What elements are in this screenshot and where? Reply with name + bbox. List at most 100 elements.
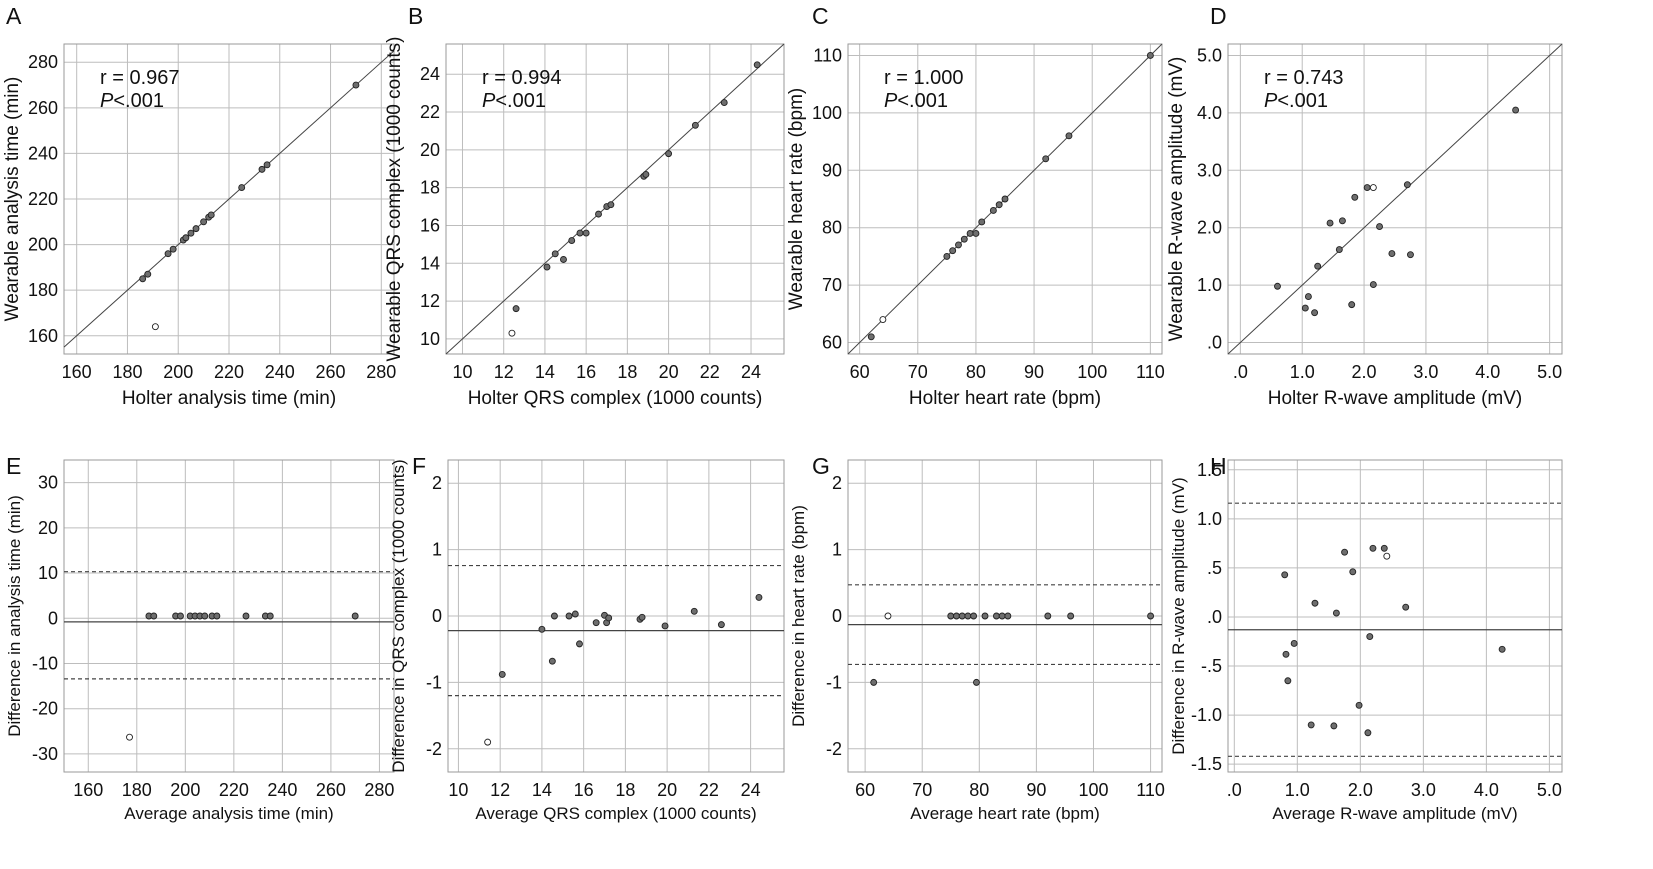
panel-b-x-tick-label: 18 xyxy=(617,362,637,382)
panel-f-data-point xyxy=(605,614,613,622)
panel-c-x-tick-label: 90 xyxy=(1024,362,1044,382)
panel-d-y-tick-label: 3.0 xyxy=(1197,160,1222,180)
panel-f-x-axis-label: Average QRS complex (1000 counts) xyxy=(475,804,756,823)
panel-a-y-tick-label: 200 xyxy=(28,235,58,255)
panel-b-data-point xyxy=(551,250,559,258)
panel-h-data-point xyxy=(1366,633,1374,641)
panel-g-y-axis-label: Difference in heart rate (bpm) xyxy=(789,505,808,727)
panel-d-y-tick-label: 5.0 xyxy=(1197,45,1222,65)
panel-h-x-tick-label: 4.0 xyxy=(1474,780,1499,800)
panel-g-y-tick-label: 2 xyxy=(832,473,842,493)
panel-f-data-point xyxy=(576,640,583,648)
panel-h-open-data-point xyxy=(1383,552,1391,560)
panel-h-y-tick-label: -1.5 xyxy=(1191,754,1222,774)
panel-b-data-point xyxy=(607,201,615,209)
panel-d-plot-frame xyxy=(1227,43,1563,355)
panel-f-data-point xyxy=(565,612,573,620)
panel-a-x-tick-label: 220 xyxy=(214,362,244,382)
panel-b-y-axis-label: Wearable QRS complex (1000 counts) xyxy=(384,37,405,362)
panel-c-data-point xyxy=(943,252,951,260)
panel-a-x-tick-label: 200 xyxy=(163,362,193,382)
panel-letter-h: H xyxy=(1210,453,1227,479)
panel-h-data-point xyxy=(1341,548,1349,556)
panel-b-correlation-label: r = 0.994 xyxy=(482,67,562,89)
panel-d-data-point xyxy=(1274,282,1281,290)
panel-b-data-point xyxy=(576,229,584,237)
panel-d-x-tick-label: 1.0 xyxy=(1290,362,1315,382)
panel-a-data-point xyxy=(263,161,271,169)
panel-a-data-point xyxy=(187,229,195,237)
panel-f-y-tick-label: 1 xyxy=(432,540,442,560)
panel-h-data-point xyxy=(1284,677,1292,685)
panel-g-data-point xyxy=(992,612,1000,620)
panel-b-p-value-label: P<.001 xyxy=(482,90,546,112)
panel-h-x-tick-label: 5.0 xyxy=(1537,780,1562,800)
panel-e-y-tick-label: 0 xyxy=(48,608,58,628)
panel-c-p-value-label: P<.001 xyxy=(884,90,948,112)
panel-c-plot-frame xyxy=(847,43,1163,355)
panel-b-y-tick-label: 12 xyxy=(420,291,440,311)
panel-d-y-tick-label: 4.0 xyxy=(1197,103,1222,123)
panel-d-identity-line xyxy=(1227,43,1563,355)
panel-e-x-tick-label: 220 xyxy=(219,780,249,800)
panel-letter-d: D xyxy=(1210,3,1227,29)
panel-h-data-point xyxy=(1282,650,1290,658)
panel-d-x-tick-label: 4.0 xyxy=(1475,362,1500,382)
panel-f-x-tick-label: 16 xyxy=(574,780,594,800)
panel-a-data-point xyxy=(164,250,172,258)
panel-a: A 160 180 200 220 240 260 280 160 180 200 220 240 26… xyxy=(2,3,396,409)
panel-b-data-point xyxy=(665,150,673,158)
panel-h-y-tick-label: .5 xyxy=(1207,558,1222,578)
panel-g-open-data-point xyxy=(884,612,892,620)
panel-h-y-tick-label: -1.0 xyxy=(1191,705,1222,725)
panel-g-data-point xyxy=(1147,612,1155,620)
panel-b-x-tick-label: 22 xyxy=(700,362,720,382)
panel-a-p-value-label: P<.001 xyxy=(100,90,164,112)
panel-g-x-tick-label: 90 xyxy=(1026,780,1046,800)
panel-c-y-tick-label: 90 xyxy=(822,160,842,180)
panel-h-data-point xyxy=(1330,722,1338,730)
panel-h: H .0 1.0 2.0 3.0 4.0 5.0 -1.5 -1.0 -.5 .0 .5 1.0 1.5… xyxy=(1169,453,1563,823)
panel-b-x-tick-label: 12 xyxy=(494,362,514,382)
panel-e-x-tick-label: 180 xyxy=(122,780,152,800)
panel-d-y-axis-label: Wearable R-wave amplitude (mV) xyxy=(1166,57,1187,342)
panel-d-open-data-point xyxy=(1369,184,1377,191)
panel-d-y-tick-label: 2.0 xyxy=(1197,218,1222,238)
panel-a-data-point xyxy=(144,270,152,278)
panel-g-data-point xyxy=(970,612,978,620)
panel-d-data-point xyxy=(1348,301,1356,309)
panel-d-data-point xyxy=(1335,246,1343,253)
panel-d-data-point xyxy=(1388,250,1396,257)
panel-g-data-point xyxy=(1004,612,1012,620)
panel-f-data-point xyxy=(592,619,600,627)
panel-a-data-point xyxy=(258,165,266,173)
panel-e-x-tick-label: 260 xyxy=(316,780,346,800)
panel-d-data-point xyxy=(1304,293,1312,301)
panel-a-data-point xyxy=(352,81,360,89)
panel-a-y-axis-label: Wearable analysis time (min) xyxy=(2,77,23,322)
panel-g-data-point xyxy=(998,612,1006,620)
panel-b-y-tick-label: 20 xyxy=(420,140,440,160)
panel-g-x-tick-label: 70 xyxy=(912,780,932,800)
panel-h-x-tick-label: .0 xyxy=(1227,780,1242,800)
panel-g-x-tick-label: 100 xyxy=(1078,780,1108,800)
panel-f-data-point xyxy=(690,607,698,615)
panel-c-correlation-label: r = 1.000 xyxy=(884,67,964,89)
panel-a-data-point xyxy=(238,184,246,192)
panel-h-data-point xyxy=(1380,544,1388,552)
panel-b-data-point xyxy=(560,256,567,263)
panel-e-y-tick-label: 30 xyxy=(38,473,58,493)
panel-d-data-point xyxy=(1403,181,1411,189)
panel-c-data-point xyxy=(1001,195,1009,203)
panel-d-x-tick-label: .0 xyxy=(1233,362,1248,382)
panel-d-data-point xyxy=(1512,106,1520,114)
panel-f-y-tick-label: 0 xyxy=(432,606,442,626)
panel-f-data-point xyxy=(498,670,506,678)
panel-e-data-point xyxy=(266,612,274,620)
panel-e-y-tick-label: -20 xyxy=(32,699,58,719)
panel-b-y-tick-label: 22 xyxy=(420,102,440,122)
panel-a-data-point xyxy=(169,245,177,253)
panel-a-y-tick-label: 220 xyxy=(28,189,58,209)
